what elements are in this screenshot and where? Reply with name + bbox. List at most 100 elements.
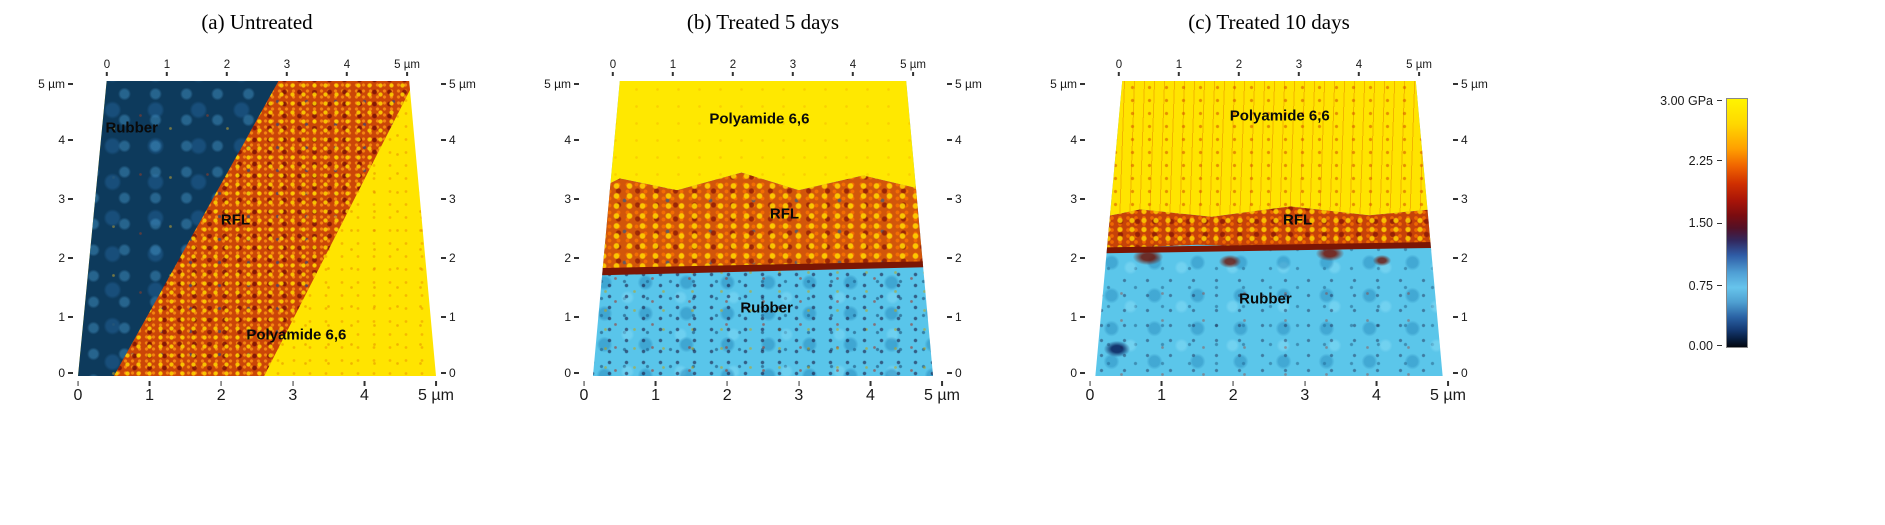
afm-image-treated-5-days: Polyamide 6,6 RFL Rubber bbox=[584, 81, 942, 376]
axis-tick-label: 1 bbox=[564, 310, 579, 324]
axis-tick-label: 0 bbox=[1086, 381, 1095, 405]
axis-tick-label: 5 µm bbox=[441, 77, 476, 91]
colorbar-gradient bbox=[1726, 98, 1748, 348]
axis-tick-label: 2 bbox=[1070, 251, 1085, 265]
region-label-polyamide: Polyamide 6,6 bbox=[1229, 107, 1330, 125]
colorbar: 3.00 GPa 2.25 1.50 0.75 0.00 bbox=[1660, 94, 1748, 353]
axis-right: 5 µm 4 3 2 1 0 bbox=[436, 77, 484, 380]
region-label-polyamide: Polyamide 6,6 bbox=[709, 110, 810, 128]
axis-tick-label: 0 bbox=[1453, 366, 1468, 380]
axis-right: 5 µm 4 3 2 1 0 bbox=[1448, 77, 1496, 380]
axis-tick-label: 1 bbox=[58, 310, 73, 324]
axis-tick-label: 0 bbox=[441, 366, 456, 380]
axis-tick-label: 3 bbox=[58, 192, 73, 206]
region-label-rfl: RFL bbox=[1283, 211, 1313, 229]
axis-tick-label: 1 bbox=[164, 59, 170, 76]
axis-tick-label: 4 bbox=[1356, 59, 1362, 76]
axis-right: 5 µm 4 3 2 1 0 bbox=[942, 77, 990, 380]
afm-image-untreated: Rubber RFL Polyamide 6,6 bbox=[78, 81, 436, 376]
afm-panel-treated-10-days: (c) Treated 10 days 0 1 2 3 4 5 µm 5 µm … bbox=[1042, 6, 1496, 407]
axis-tick-label: 2 bbox=[441, 251, 456, 265]
polyamide-region bbox=[592, 81, 934, 197]
axis-tick-label: 1 bbox=[1157, 381, 1166, 405]
axis-tick-label: 2 bbox=[730, 59, 736, 76]
axis-tick-label: 5 µm bbox=[544, 77, 579, 91]
axis-tick-label: 0 bbox=[74, 381, 83, 405]
region-label-polyamide: Polyamide 6,6 bbox=[246, 326, 347, 344]
axis-tick-label: 0 bbox=[580, 381, 589, 405]
axis-tick-label: 0 bbox=[104, 59, 110, 76]
axis-bottom: 0 1 2 3 4 5 µm bbox=[74, 381, 454, 407]
figure: (a) Untreated 0 1 2 3 4 5 µm 5 µm 4 3 2 … bbox=[0, 0, 1885, 407]
axis-tick-label: 3 bbox=[564, 192, 579, 206]
axis-tick-label: 0 bbox=[947, 366, 962, 380]
axis-tick-label: 3 bbox=[1296, 59, 1302, 76]
panel-title: (c) Treated 10 days bbox=[1188, 10, 1350, 34]
axis-tick-label: 1 bbox=[145, 381, 154, 405]
axis-tick-label: 3 bbox=[1300, 381, 1309, 405]
axis-tick-label: 2 bbox=[1229, 381, 1238, 405]
axis-tick-label: 4 bbox=[360, 381, 369, 405]
axis-tick-label: 1 bbox=[651, 381, 660, 405]
axis-top: 0 1 2 3 4 5 µm bbox=[1116, 59, 1432, 79]
axis-tick-label: 1 bbox=[441, 310, 456, 324]
axis-bottom: 0 1 2 3 4 5 µm bbox=[1086, 381, 1466, 407]
region-label-rubber: Rubber bbox=[1239, 290, 1292, 308]
axis-tick-label: 5 µm bbox=[394, 59, 420, 76]
axis-tick-label: 4 bbox=[1372, 381, 1381, 405]
axis-tick-label: 4 bbox=[344, 59, 350, 76]
speckle-texture bbox=[592, 258, 934, 376]
axis-tick-label: 3 bbox=[947, 192, 962, 206]
speckle-texture bbox=[1095, 272, 1443, 376]
axis-tick-label: 0 bbox=[1070, 366, 1085, 380]
axis-tick-label: 4 bbox=[850, 59, 856, 76]
axis-bottom: 0 1 2 3 4 5 µm bbox=[580, 381, 960, 407]
axis-tick-label: 2 bbox=[217, 381, 226, 405]
axis-tick-label: 4 bbox=[441, 133, 456, 147]
red-cluster-speckle bbox=[1132, 249, 1163, 266]
axis-tick-label: 3 bbox=[284, 59, 290, 76]
plot-area: 0 1 2 3 4 5 µm 5 µm 4 3 2 1 0 bbox=[30, 59, 484, 407]
colorbar-labels: 3.00 GPa 2.25 1.50 0.75 0.00 bbox=[1660, 94, 1726, 353]
red-cluster-speckle bbox=[1372, 255, 1391, 267]
region-label-rubber: Rubber bbox=[740, 299, 793, 317]
region-label-rubber: Rubber bbox=[105, 119, 158, 137]
afm-image-treated-10-days: Polyamide 6,6 RFL Rubber bbox=[1090, 81, 1448, 376]
axis-tick-label: 0 bbox=[564, 366, 579, 380]
red-cluster-speckle bbox=[1218, 255, 1241, 269]
axis-tick-label: 3 bbox=[1070, 192, 1085, 206]
axis-tick-label: 2 bbox=[947, 251, 962, 265]
rfl-region bbox=[592, 172, 934, 270]
axis-left: 5 µm 4 3 2 1 0 bbox=[536, 77, 584, 380]
axis-tick-label: 1 bbox=[1070, 310, 1085, 324]
axis-tick-label: 3 bbox=[790, 59, 796, 76]
afm-panel-untreated: (a) Untreated 0 1 2 3 4 5 µm 5 µm 4 3 2 … bbox=[30, 6, 484, 407]
axis-tick-label: 5 µm bbox=[924, 381, 960, 405]
axis-tick-label: 4 bbox=[1070, 133, 1085, 147]
axis-tick-label: 5 µm bbox=[418, 381, 454, 405]
axis-tick-label: 1 bbox=[947, 310, 962, 324]
colorbar-tick-label: 0.00 bbox=[1689, 339, 1722, 353]
axis-left: 5 µm 4 3 2 1 0 bbox=[1042, 77, 1090, 380]
rfl-rubber-interface-line bbox=[1095, 241, 1443, 254]
plot-area: 0 1 2 3 4 5 µm 5 µm 4 3 2 1 0 bbox=[1042, 59, 1496, 407]
axis-tick-label: 2 bbox=[723, 381, 732, 405]
axis-top: 0 1 2 3 4 5 µm bbox=[104, 59, 420, 79]
panel-title: (b) Treated 5 days bbox=[686, 10, 840, 34]
axis-tick-label: 4 bbox=[564, 133, 579, 147]
axis-tick-label: 5 µm bbox=[1406, 59, 1432, 76]
axis-tick-label: 0 bbox=[1116, 59, 1122, 76]
colorbar-tick-label: 1.50 bbox=[1689, 216, 1722, 230]
axis-tick-label: 0 bbox=[58, 366, 73, 380]
axis-tick-label: 0 bbox=[610, 59, 616, 76]
axis-tick-label: 4 bbox=[1453, 133, 1468, 147]
axis-tick-label: 5 µm bbox=[38, 77, 73, 91]
axis-tick-label: 1 bbox=[1176, 59, 1182, 76]
axis-tick-label: 3 bbox=[794, 381, 803, 405]
plot-area: 0 1 2 3 4 5 µm 5 µm 4 3 2 1 0 bbox=[536, 59, 990, 407]
dark-blue-speckle bbox=[1104, 340, 1131, 357]
axis-tick-label: 5 µm bbox=[1453, 77, 1488, 91]
axis-tick-label: 2 bbox=[564, 251, 579, 265]
axis-tick-label: 2 bbox=[1453, 251, 1468, 265]
axis-tick-label: 4 bbox=[866, 381, 875, 405]
